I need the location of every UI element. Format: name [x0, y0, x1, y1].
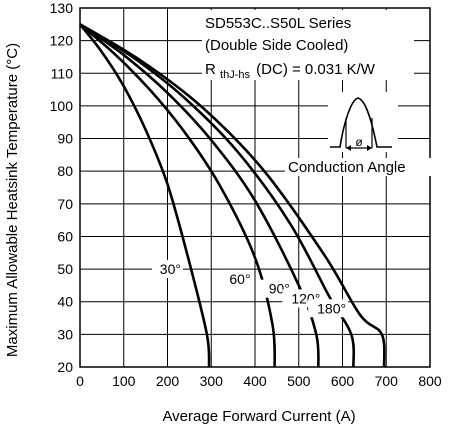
- x-tick-label-5: 500: [287, 373, 311, 389]
- y-tick-label-7: 90: [57, 131, 73, 147]
- x-tick-label-2: 200: [156, 373, 180, 389]
- angle-symbol: ø: [355, 135, 363, 149]
- axis-ticks: 0 100 200 300 400 500 600 700 800 20 30 40 50 60 70 80 9…: [50, 0, 442, 389]
- series-label-1: 60°: [229, 271, 250, 287]
- y-tick-label-10: 120: [50, 33, 74, 49]
- series-label-4: 180°: [317, 300, 346, 316]
- y-tick-label-1: 30: [57, 326, 73, 342]
- series-label-bg-0: [151, 260, 183, 279]
- y-tick-label-0: 20: [57, 359, 73, 375]
- angle-arrow-left-icon: [346, 145, 351, 151]
- annotation-line3-sub: thJ-hs: [220, 69, 250, 81]
- x-tick-label-6: 600: [331, 373, 355, 389]
- x-tick-label-4: 400: [243, 373, 267, 389]
- inset-caption-bg: [285, 158, 431, 176]
- x-tick-label-7: 700: [375, 373, 399, 389]
- annotation-line3-tail: (DC) = 0.031 K/W: [256, 61, 376, 78]
- annotation-line3-main: R: [205, 61, 216, 78]
- y-axis-title: Maximum Allowable Heatsink Temperature (…: [4, 43, 21, 357]
- plot-frame: [79, 7, 431, 368]
- y-tick-label-11: 130: [50, 0, 74, 16]
- angle-arrow-right-icon: [367, 145, 372, 151]
- y-tick-label-4: 60: [57, 228, 73, 244]
- series-line-2: [79, 23, 320, 368]
- series-line-0: [78, 23, 211, 368]
- series-line-3: [79, 23, 356, 368]
- inset-caption: Conduction Angle: [288, 159, 406, 176]
- x-tick-label-8: 800: [418, 373, 442, 389]
- y-tick-label-6: 80: [57, 163, 73, 179]
- annotation-line1: SD553C..S50L Series: [205, 15, 351, 32]
- y-tick-label-8: 100: [50, 98, 74, 114]
- series-line-4: [79, 23, 386, 368]
- x-tick-label-0: 0: [76, 373, 84, 389]
- annotation-line2: (Double Side Cooled): [205, 37, 348, 54]
- y-tick-label-3: 50: [57, 261, 73, 277]
- y-tick-label-5: 70: [57, 196, 73, 212]
- series-label-0: 30°: [160, 261, 181, 277]
- series-line-1: [79, 23, 276, 368]
- series-annotation: SD553C..S50L Series (Double Side Cooled)…: [202, 10, 414, 82]
- series-label-bg-4: [308, 299, 349, 318]
- series-label-bg-1: [221, 269, 253, 288]
- chart-series: 30°60°90°120°180°: [78, 23, 386, 368]
- conduction-angle-inset: ø Conduction Angle: [285, 92, 431, 176]
- annotation-bg: [202, 10, 414, 80]
- x-tick-label-1: 100: [112, 373, 136, 389]
- y-tick-label-2: 40: [57, 294, 73, 310]
- x-tick-label-3: 300: [200, 373, 224, 389]
- annotation-line3: R thJ-hs (DC) = 0.031 K/W: [205, 61, 376, 82]
- x-axis-title: Average Forward Current (A): [162, 408, 355, 425]
- y-tick-label-9: 110: [51, 65, 74, 81]
- half-sine-waveform-icon: [330, 97, 392, 148]
